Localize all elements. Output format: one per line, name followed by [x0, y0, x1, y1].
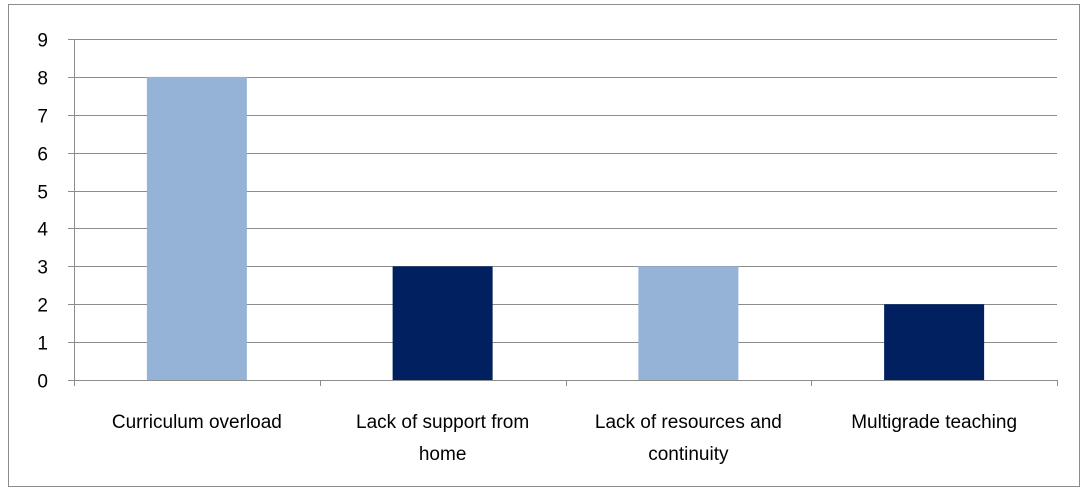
- x-category-label: Curriculum overload: [112, 412, 282, 433]
- y-tick-label: 8: [37, 69, 48, 90]
- bar-3: [638, 266, 739, 380]
- axes: [68, 39, 1058, 386]
- y-tick-label: 4: [37, 220, 48, 241]
- bar-1: [146, 76, 247, 380]
- y-tick-label: 2: [37, 296, 48, 317]
- y-tick-label: 5: [37, 183, 48, 204]
- x-category-label: Multigrade teaching: [851, 412, 1017, 433]
- y-tick-label: 6: [37, 145, 48, 166]
- y-tick-label: 0: [37, 372, 48, 393]
- x-category-label: continuity: [648, 444, 729, 465]
- bar-2: [392, 266, 493, 380]
- y-tick-labels: 0 1 2 3 4 5 6 7 8 9: [37, 31, 48, 393]
- bars: [146, 76, 985, 380]
- x-category-labels: Curriculum overload Lack of support from h…: [112, 412, 1017, 465]
- bar-4: [884, 304, 985, 380]
- x-category-label: home: [419, 444, 467, 465]
- y-tick-label: 1: [37, 334, 48, 355]
- y-tick-label: 3: [37, 258, 48, 279]
- y-tick-label: 9: [37, 31, 48, 52]
- x-category-label: Lack of resources and: [595, 412, 782, 433]
- x-category-label: Lack of support from: [356, 412, 529, 433]
- y-tick-label: 7: [37, 107, 48, 128]
